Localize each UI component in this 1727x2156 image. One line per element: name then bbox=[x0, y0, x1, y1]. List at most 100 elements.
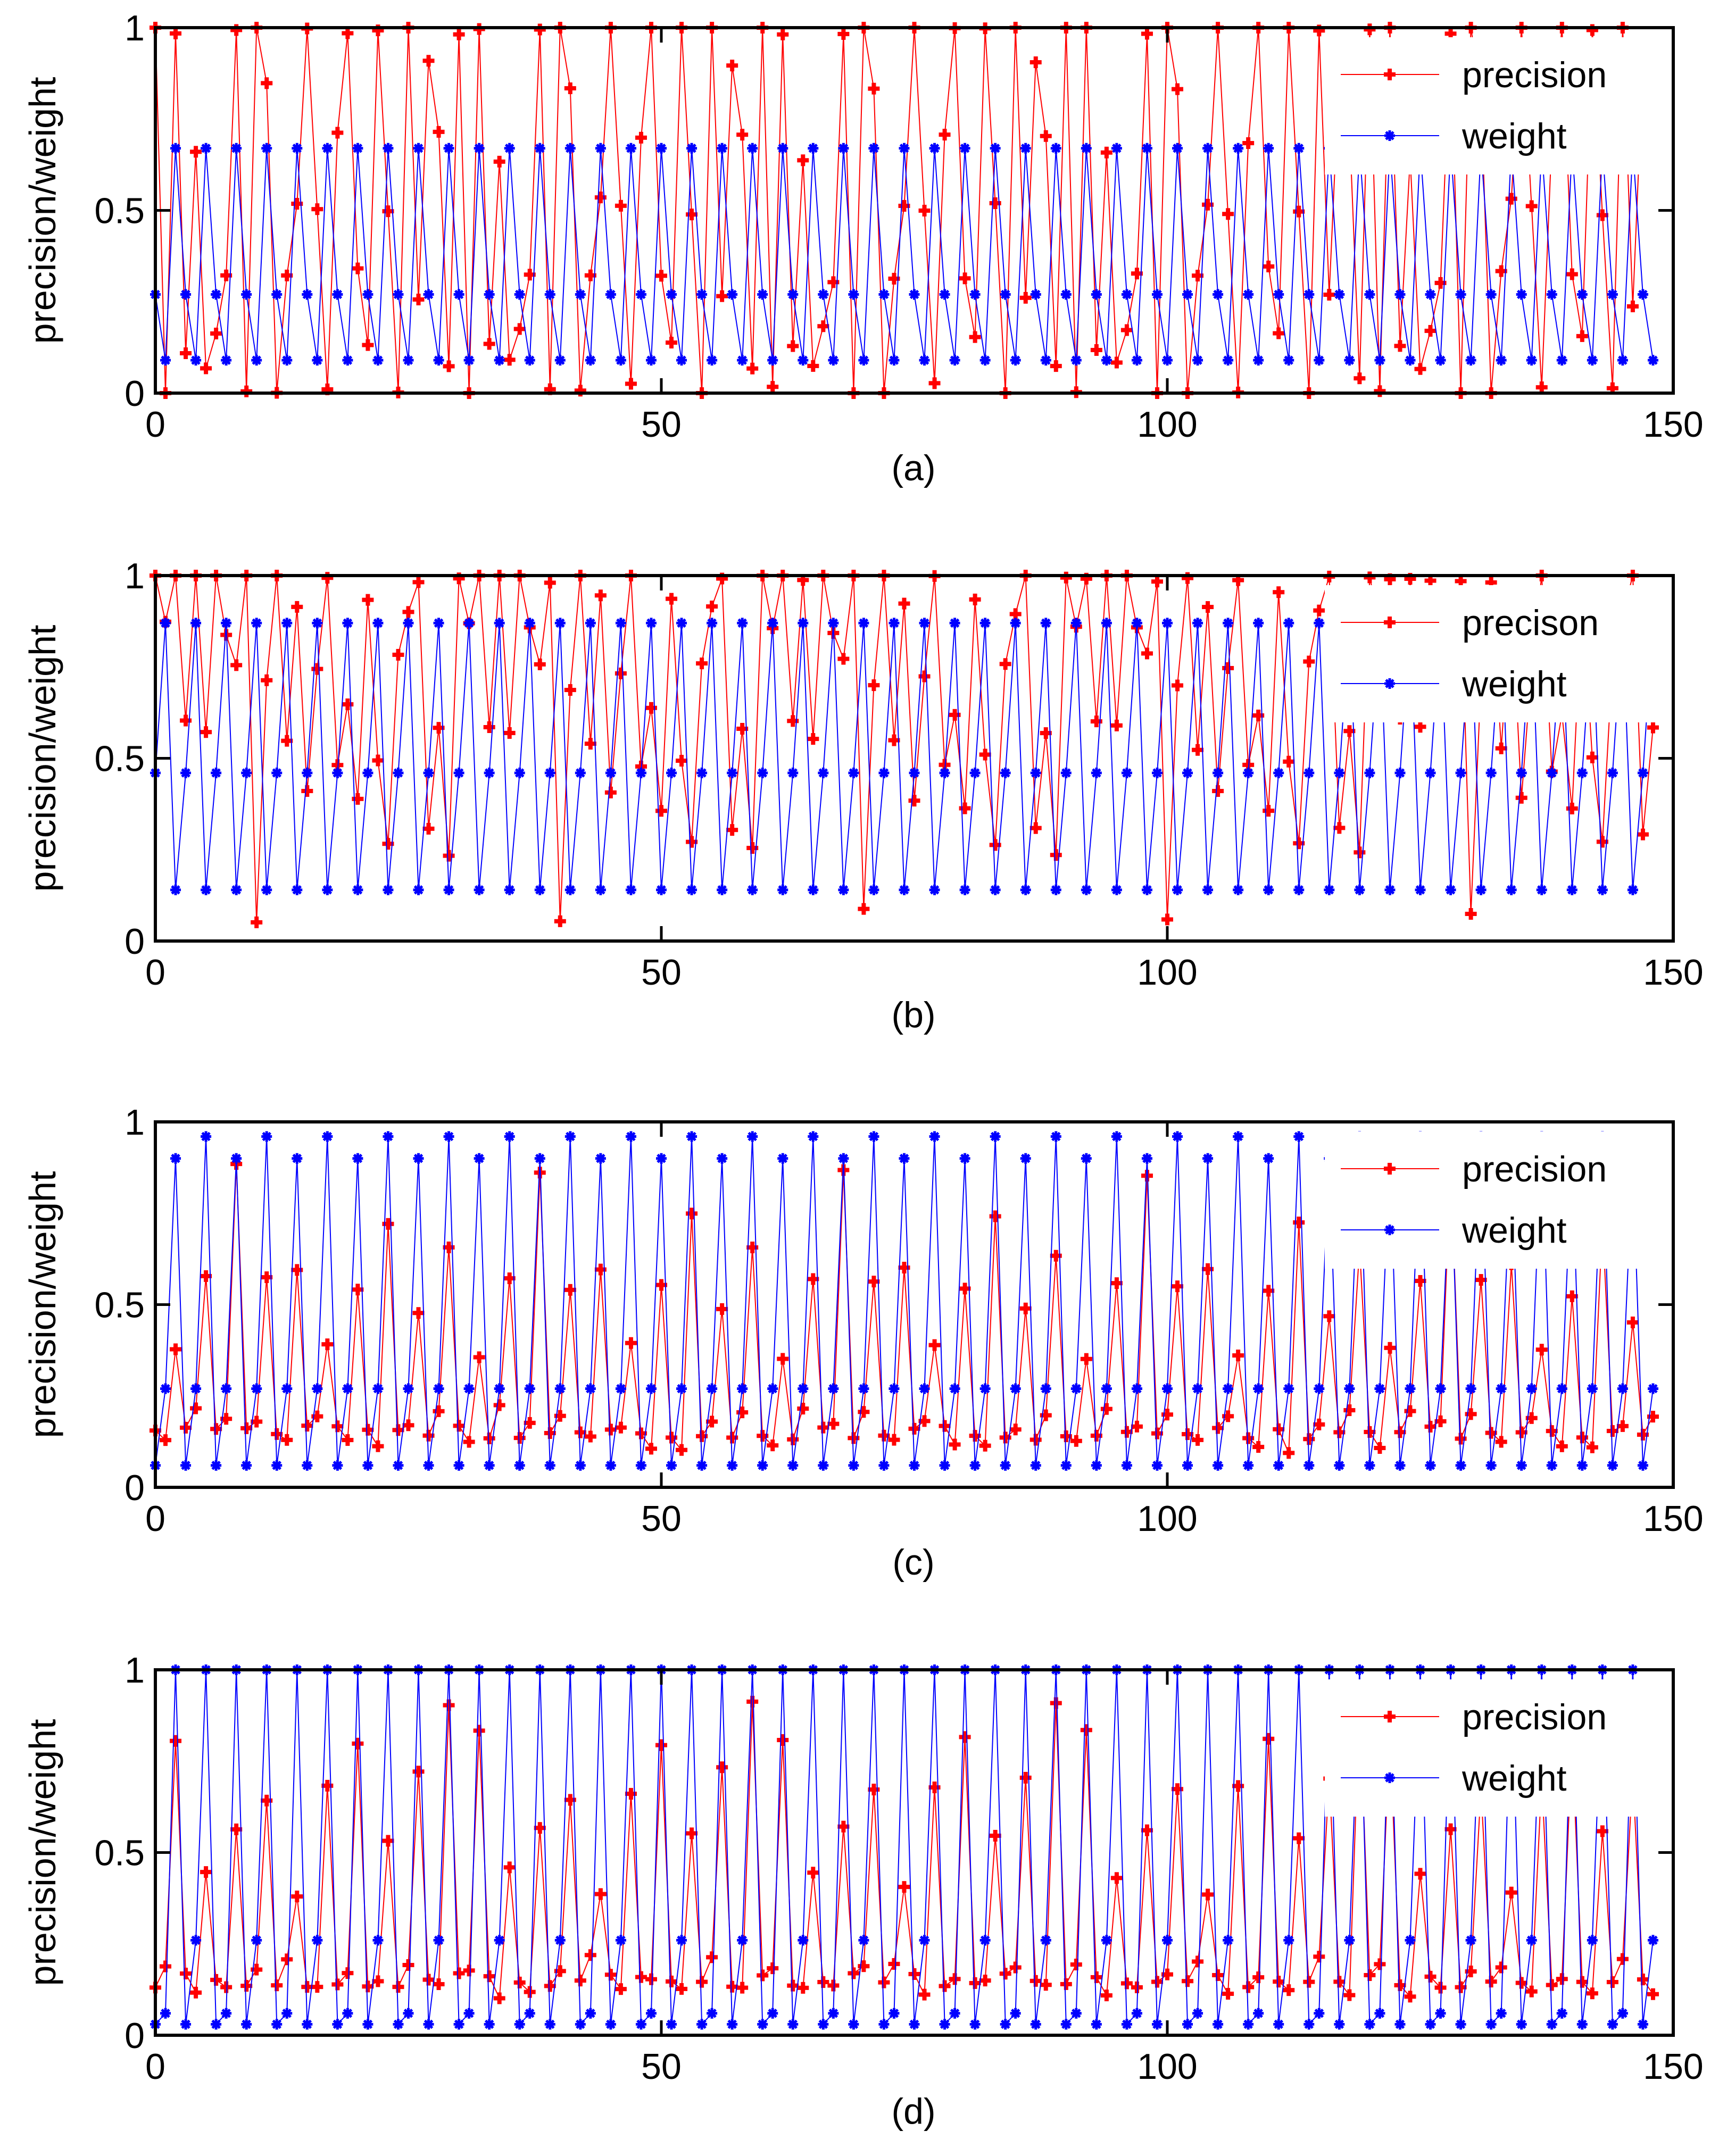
data-point bbox=[1364, 2019, 1375, 2030]
data-point bbox=[878, 767, 890, 778]
data-point bbox=[959, 1731, 971, 1743]
data-point bbox=[605, 1460, 616, 1471]
data-point bbox=[473, 1351, 485, 1363]
data-point bbox=[240, 385, 253, 397]
data-point bbox=[716, 290, 728, 302]
x-tick-label: 150 bbox=[1643, 2046, 1703, 2087]
data-point bbox=[331, 1978, 344, 1991]
data-point bbox=[615, 667, 627, 679]
data-point bbox=[939, 289, 950, 300]
data-point bbox=[180, 1421, 192, 1434]
data-point bbox=[1515, 1977, 1527, 1989]
data-point bbox=[1000, 767, 1011, 778]
data-point bbox=[1414, 1275, 1426, 1287]
data-point bbox=[494, 1383, 505, 1394]
data-point bbox=[888, 272, 900, 285]
data-point bbox=[1637, 1428, 1649, 1441]
data-point bbox=[908, 1968, 920, 1980]
data-point bbox=[858, 1935, 869, 1946]
data-point bbox=[919, 1935, 930, 1946]
data-point bbox=[1121, 767, 1132, 778]
data-point bbox=[979, 748, 991, 761]
data-point bbox=[332, 289, 343, 300]
data-point bbox=[1394, 2019, 1406, 2030]
data-point bbox=[757, 1969, 769, 1982]
data-point bbox=[1091, 767, 1102, 778]
data-point bbox=[1424, 1420, 1437, 1433]
x-tick-label: 0 bbox=[145, 404, 165, 445]
data-point bbox=[342, 27, 354, 39]
data-point bbox=[220, 1981, 233, 1993]
data-point bbox=[1313, 24, 1325, 37]
data-point bbox=[777, 143, 788, 154]
data-point bbox=[1151, 289, 1163, 300]
data-point bbox=[534, 143, 545, 154]
data-point bbox=[798, 1383, 809, 1394]
data-point bbox=[1435, 1383, 1446, 1394]
data-point bbox=[1070, 1383, 1082, 1394]
series-precision bbox=[150, 1694, 1659, 2004]
data-point bbox=[1404, 1991, 1416, 2003]
data-point bbox=[1333, 822, 1346, 834]
data-point bbox=[666, 2019, 677, 2030]
data-point bbox=[635, 1427, 647, 1439]
data-point bbox=[1394, 1979, 1406, 1991]
data-point bbox=[301, 1420, 313, 1432]
data-point bbox=[1344, 1935, 1355, 1946]
data-point bbox=[372, 355, 384, 366]
data-point bbox=[575, 289, 586, 300]
data-point bbox=[625, 1788, 637, 1800]
data-point bbox=[1030, 767, 1041, 778]
data-point bbox=[1151, 1427, 1163, 1439]
data-point bbox=[372, 618, 384, 629]
data-point bbox=[1141, 647, 1153, 660]
data-point bbox=[858, 355, 869, 366]
data-point bbox=[160, 1383, 171, 1394]
data-point bbox=[868, 1131, 879, 1142]
data-point bbox=[1343, 1989, 1356, 2001]
data-point bbox=[1131, 1383, 1142, 1394]
data-point bbox=[342, 1967, 354, 1979]
data-point bbox=[1172, 83, 1184, 95]
data-point bbox=[807, 1273, 819, 1285]
data-point bbox=[1303, 655, 1315, 668]
data-point bbox=[1070, 355, 1082, 366]
data-point bbox=[615, 1983, 627, 1995]
data-point bbox=[1080, 572, 1092, 585]
x-tick-label: 100 bbox=[1137, 2046, 1197, 2087]
chart-panel-d: 0 50 100 150 0 0.5 1 precision/weight (d) precisi… bbox=[22, 1650, 1704, 2132]
data-point bbox=[1090, 715, 1102, 728]
data-point bbox=[1525, 1412, 1538, 1424]
x-tick-label: 0 bbox=[145, 952, 165, 993]
data-point bbox=[403, 355, 414, 366]
data-point bbox=[554, 1965, 566, 1977]
data-point bbox=[1526, 355, 1537, 366]
data-point bbox=[544, 2019, 555, 2030]
data-point bbox=[1131, 618, 1142, 629]
data-point bbox=[1029, 56, 1042, 69]
data-point bbox=[1030, 2019, 1041, 2030]
data-point bbox=[717, 143, 728, 154]
data-point bbox=[1404, 573, 1416, 585]
data-point bbox=[605, 289, 616, 300]
data-point bbox=[959, 884, 970, 895]
data-point bbox=[1253, 2008, 1264, 2019]
data-point bbox=[696, 767, 708, 778]
data-point bbox=[393, 2019, 404, 2030]
data-point bbox=[544, 383, 556, 395]
data-point bbox=[959, 143, 970, 154]
data-point bbox=[1434, 1415, 1447, 1427]
data-point bbox=[999, 658, 1011, 670]
data-point bbox=[1586, 1441, 1598, 1453]
data-point bbox=[231, 884, 242, 895]
data-point bbox=[1617, 355, 1628, 366]
data-point bbox=[261, 1271, 273, 1284]
data-point bbox=[1596, 836, 1608, 848]
data-point bbox=[818, 767, 829, 778]
data-point bbox=[807, 733, 819, 745]
data-point bbox=[352, 884, 363, 895]
data-point bbox=[1455, 1981, 1467, 1993]
data-point bbox=[311, 1410, 323, 1422]
data-point bbox=[1202, 143, 1214, 154]
data-point bbox=[727, 2019, 738, 2030]
